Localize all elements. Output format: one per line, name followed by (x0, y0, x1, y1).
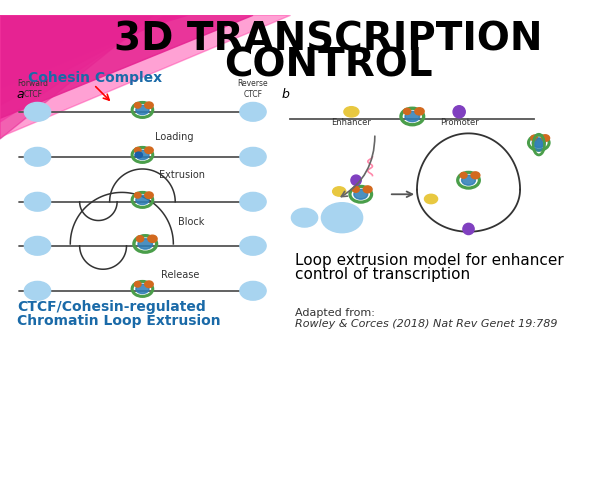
Ellipse shape (321, 203, 363, 233)
Ellipse shape (135, 281, 141, 287)
Ellipse shape (240, 281, 266, 300)
Ellipse shape (240, 147, 266, 166)
Text: b: b (281, 88, 289, 101)
Ellipse shape (532, 138, 545, 147)
Text: Loop extrusion model for enhancer: Loop extrusion model for enhancer (295, 253, 564, 268)
Ellipse shape (354, 190, 368, 199)
Ellipse shape (136, 150, 149, 159)
Ellipse shape (471, 172, 480, 179)
Ellipse shape (463, 224, 474, 235)
Text: CTCF/Cohesin-regulated: CTCF/Cohesin-regulated (17, 300, 206, 314)
Text: Forward
CTCF: Forward CTCF (17, 79, 48, 99)
Text: Chromatin Loop Extrusion: Chromatin Loop Extrusion (17, 314, 220, 329)
Text: Rowley & Corces (2018) Nat Rev Genet 19:789: Rowley & Corces (2018) Nat Rev Genet 19:… (295, 319, 558, 330)
Ellipse shape (460, 173, 467, 178)
Text: E-P: E-P (329, 177, 342, 183)
Text: 3D TRANSCRIPTION: 3D TRANSCRIPTION (114, 21, 542, 59)
Text: control of transcription: control of transcription (295, 267, 470, 281)
Text: Cohesin Complex: Cohesin Complex (28, 71, 162, 85)
Ellipse shape (461, 175, 476, 185)
Polygon shape (0, 15, 253, 119)
Ellipse shape (136, 236, 144, 242)
Ellipse shape (145, 147, 153, 154)
Ellipse shape (24, 281, 51, 300)
Ellipse shape (344, 106, 359, 117)
Ellipse shape (531, 135, 537, 141)
Ellipse shape (291, 208, 318, 227)
Ellipse shape (403, 108, 411, 114)
Ellipse shape (351, 175, 361, 185)
Ellipse shape (425, 194, 438, 204)
Ellipse shape (541, 135, 550, 141)
Text: Block: Block (178, 217, 204, 227)
Ellipse shape (24, 147, 51, 166)
Ellipse shape (240, 103, 266, 121)
Ellipse shape (24, 103, 51, 121)
Polygon shape (0, 15, 179, 88)
Ellipse shape (24, 192, 51, 211)
Ellipse shape (535, 138, 543, 151)
Ellipse shape (136, 195, 149, 205)
Ellipse shape (135, 147, 141, 153)
Ellipse shape (148, 235, 157, 243)
Polygon shape (0, 15, 187, 71)
Text: Enhancer: Enhancer (332, 118, 371, 127)
Ellipse shape (145, 192, 153, 198)
Text: Promoter: Promoter (440, 118, 479, 127)
Polygon shape (0, 15, 154, 139)
Text: a: a (17, 88, 24, 101)
Polygon shape (0, 15, 162, 122)
Polygon shape (0, 15, 291, 137)
Text: Extrusion: Extrusion (159, 171, 205, 180)
Ellipse shape (135, 103, 141, 108)
Ellipse shape (145, 281, 153, 288)
Text: CONTROL: CONTROL (223, 47, 432, 85)
Text: Loading: Loading (155, 132, 193, 142)
Ellipse shape (136, 105, 149, 115)
Ellipse shape (145, 102, 153, 108)
Ellipse shape (453, 106, 465, 118)
Text: Adapted from:: Adapted from: (295, 308, 375, 318)
Ellipse shape (135, 152, 143, 158)
Text: Release: Release (161, 270, 200, 279)
Ellipse shape (405, 111, 419, 122)
Ellipse shape (240, 192, 266, 211)
Ellipse shape (136, 284, 149, 294)
Ellipse shape (24, 237, 51, 255)
Text: Reverse
CTCF: Reverse CTCF (237, 79, 268, 99)
Polygon shape (0, 15, 171, 105)
Ellipse shape (135, 192, 141, 198)
Ellipse shape (240, 237, 266, 255)
Ellipse shape (353, 187, 359, 192)
Ellipse shape (138, 239, 152, 249)
Ellipse shape (363, 186, 372, 193)
Ellipse shape (333, 187, 346, 196)
Ellipse shape (415, 108, 424, 115)
